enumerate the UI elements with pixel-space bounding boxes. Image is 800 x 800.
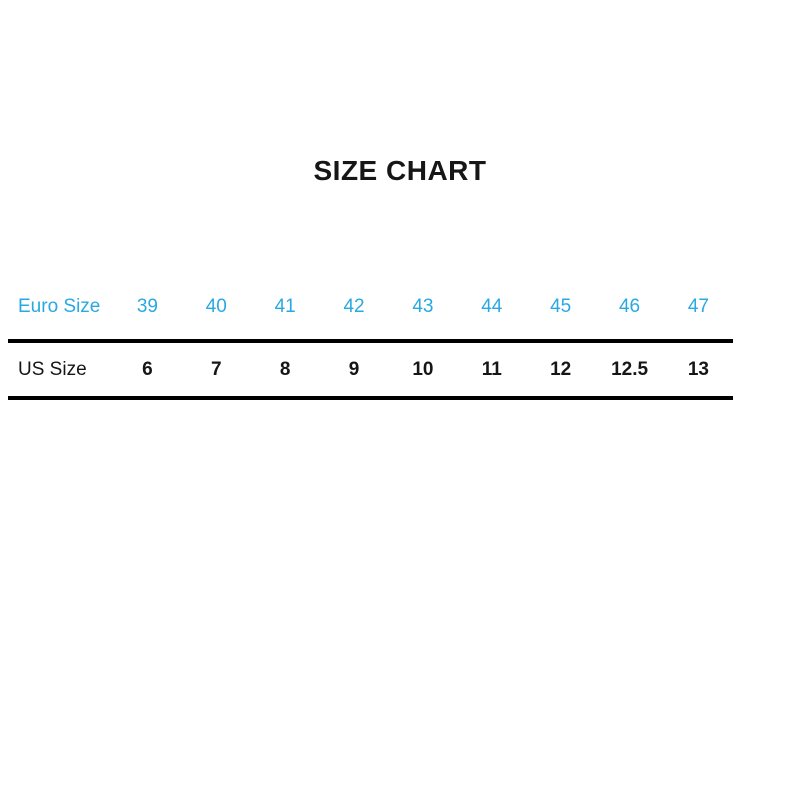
euro-size-value: 46 (618, 296, 641, 317)
euro-size-value: 42 (343, 296, 365, 317)
us-size-value: 6 (142, 358, 153, 380)
us-size-value: 10 (412, 358, 434, 380)
us-size-value: 9 (348, 358, 360, 380)
us-size-value: 11 (481, 358, 502, 380)
us-size-row: US Size 6 7 8 9 10 11 12 12.5 13 (8, 343, 733, 396)
euro-size-row: Euro Size 39 40 41 42 43 44 45 46 47 (8, 275, 733, 339)
euro-size-row-label: Euro Size (18, 296, 101, 317)
size-conversion-table: Euro Size 39 40 41 42 43 44 45 46 47 US … (8, 275, 733, 400)
us-size-value: 8 (279, 358, 291, 380)
us-size-value: 13 (687, 358, 709, 380)
divider-rule-bottom (8, 396, 733, 400)
euro-size-value: 44 (481, 296, 503, 317)
euro-size-value: 43 (412, 296, 434, 317)
euro-size-value: 39 (136, 296, 158, 317)
divider-rule-top (8, 339, 733, 343)
us-size-value: 12 (550, 358, 572, 380)
us-size-value: 7 (211, 358, 222, 380)
page-title: SIZE CHART (313, 155, 487, 186)
us-size-value: 12.5 (611, 358, 649, 380)
euro-size-value: 47 (687, 296, 709, 317)
euro-size-value: 40 (205, 296, 227, 317)
euro-size-value: 41 (274, 296, 296, 317)
us-size-row-label: US Size (18, 358, 87, 380)
euro-size-value: 45 (550, 296, 572, 317)
